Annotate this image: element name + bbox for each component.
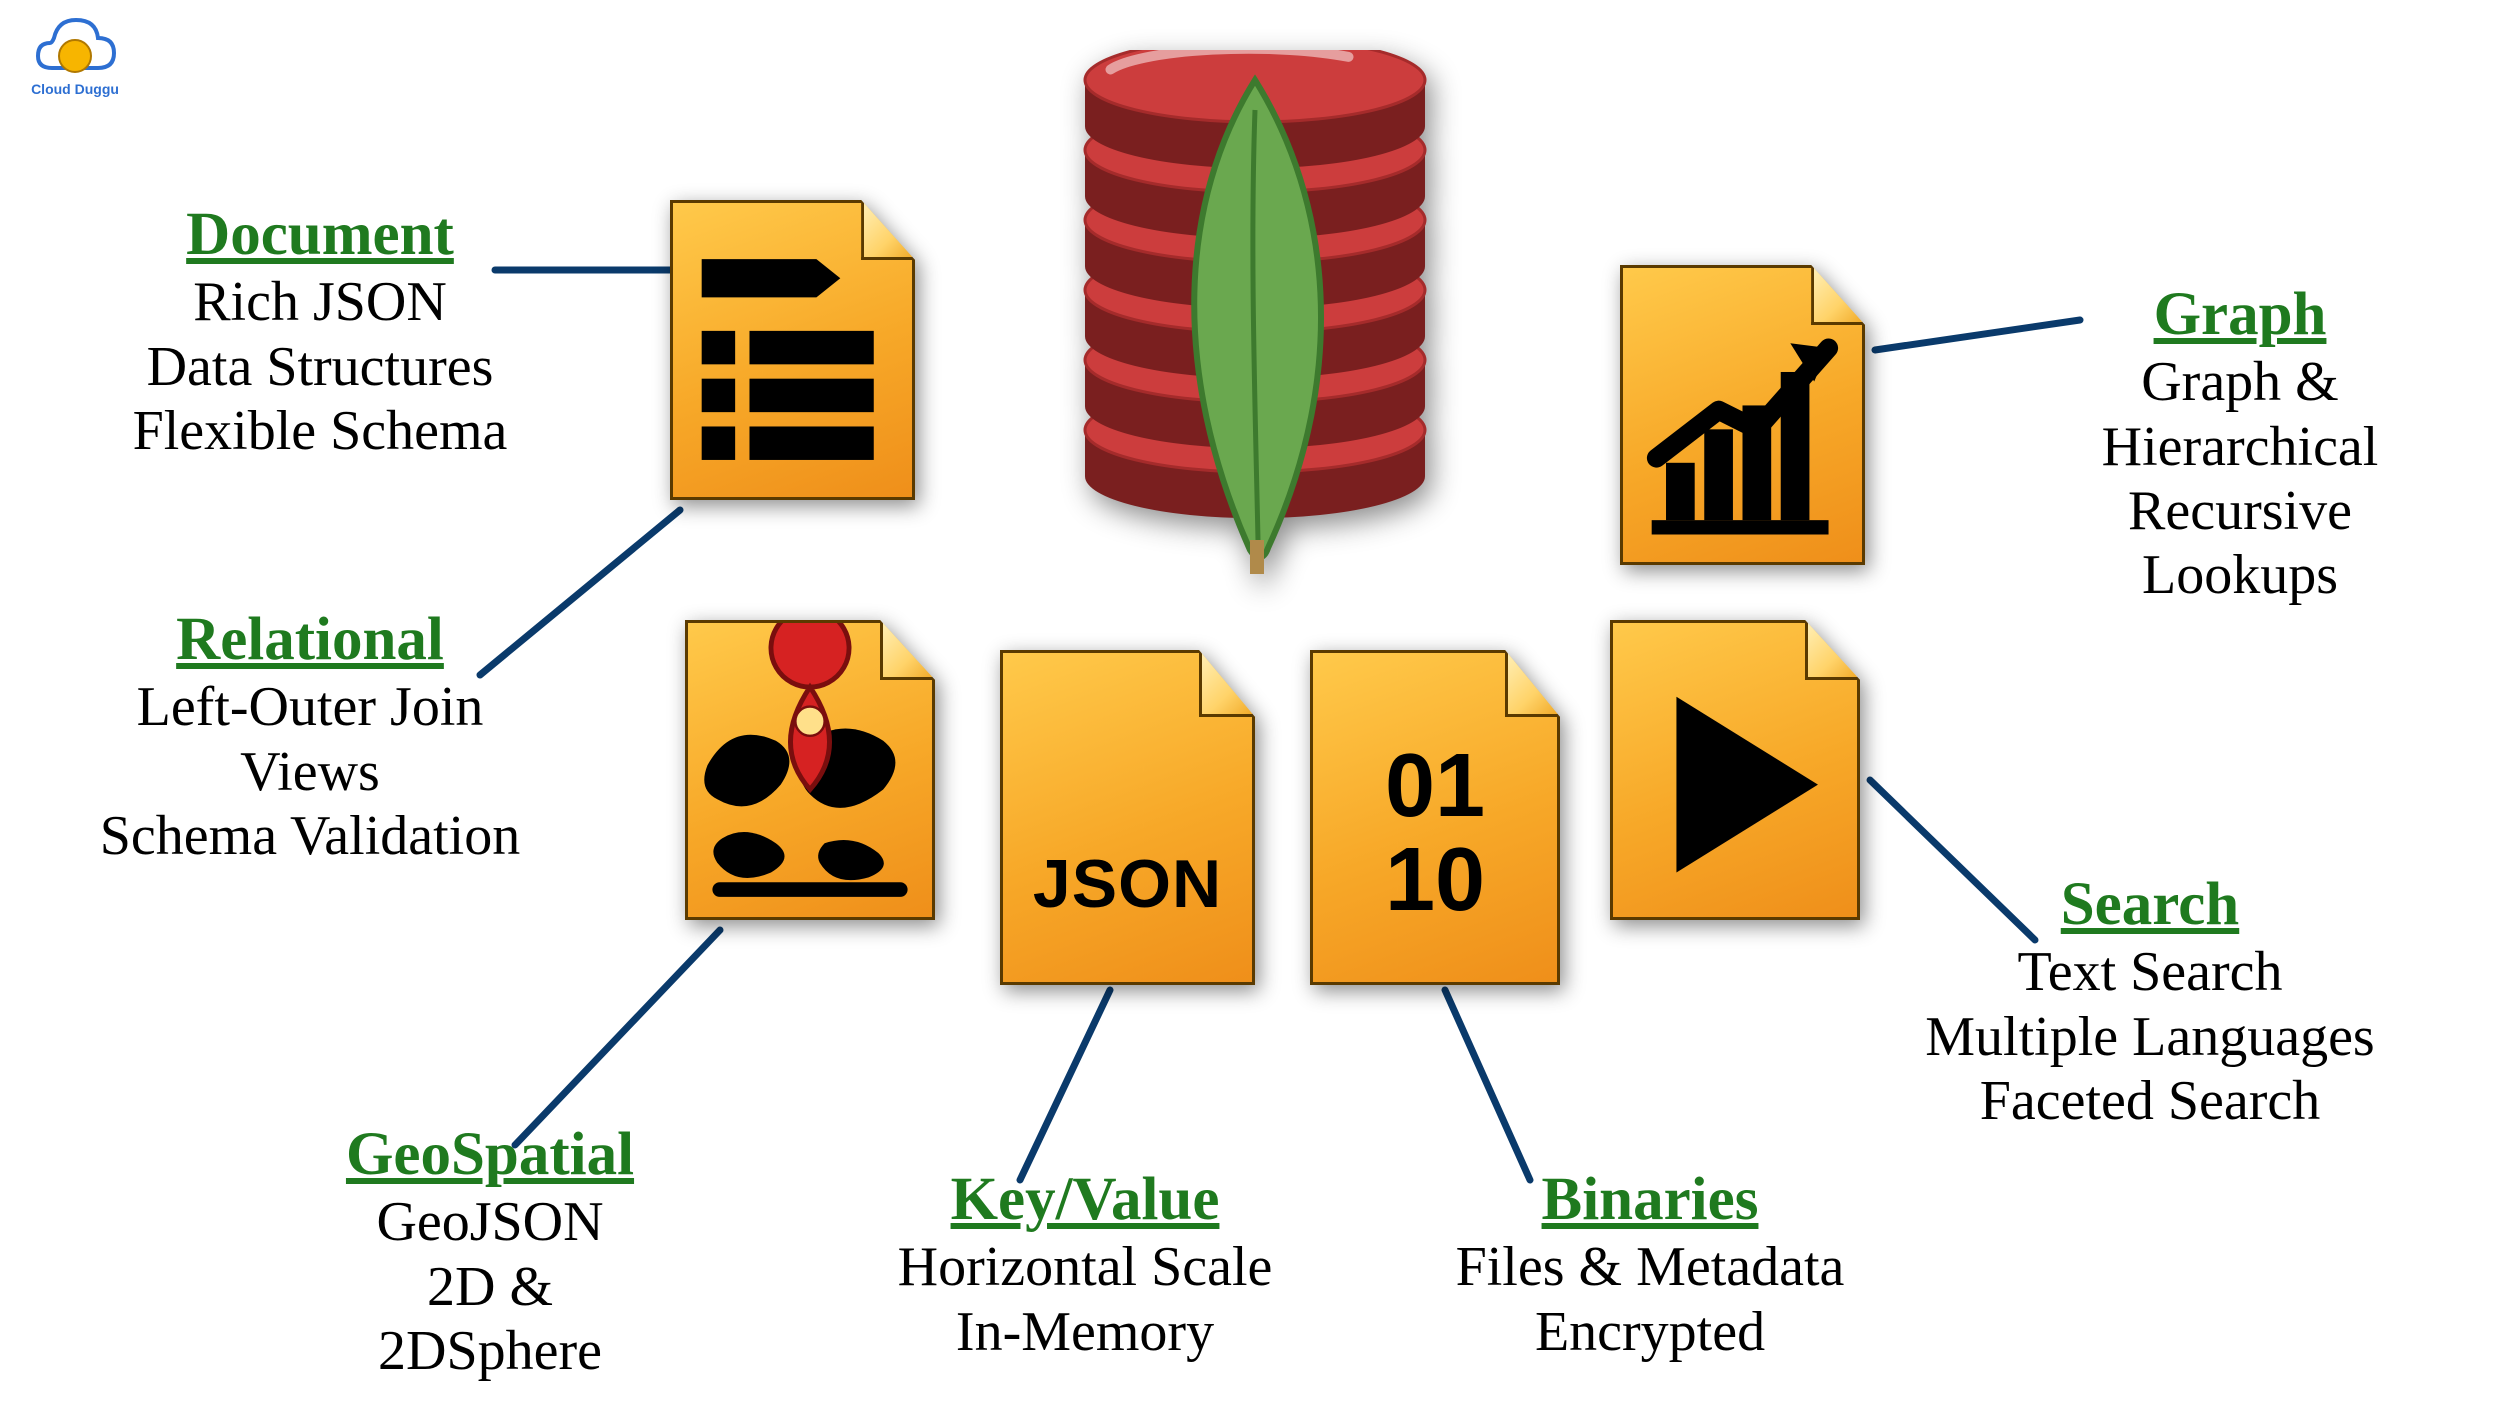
binaries-lines: Files & Metadata Encrypted	[1380, 1235, 1920, 1364]
category-document: Document Rich JSON Data Structures Flexi…	[40, 200, 600, 463]
keyvalue-title: Key/Value	[820, 1165, 1350, 1235]
geospatial-title: GeoSpatial	[280, 1120, 700, 1190]
category-geospatial: GeoSpatial GeoJSON 2D & 2DSphere	[280, 1120, 700, 1383]
category-graph: Graph Graph & Hierarchical Recursive Loo…	[2010, 280, 2470, 608]
logo-text: Cloud Duggu	[31, 81, 119, 97]
keyvalue-lines: Horizontal Scale In-Memory	[820, 1235, 1350, 1364]
graph-lines: Graph & Hierarchical Recursive Lookups	[2010, 350, 2470, 608]
brand-logo: Cloud Duggu	[20, 8, 130, 98]
document-title: Document	[40, 200, 600, 270]
file-icon-chart	[1620, 265, 1865, 565]
graph-title: Graph	[2010, 280, 2470, 350]
category-keyvalue: Key/Value Horizontal Scale In-Memory	[820, 1165, 1350, 1364]
relational-title: Relational	[5, 605, 615, 675]
file-icon-play	[1610, 620, 1860, 920]
file-icon-binary: 0110	[1310, 650, 1560, 985]
file-icon-document	[670, 200, 915, 500]
geospatial-lines: GeoJSON 2D & 2DSphere	[280, 1190, 700, 1383]
relational-lines: Left-Outer Join Views Schema Validation	[5, 675, 615, 868]
document-lines: Rich JSON Data Structures Flexible Schem…	[40, 270, 600, 463]
category-binaries: Binaries Files & Metadata Encrypted	[1380, 1165, 1920, 1364]
category-relational: Relational Left-Outer Join Views Schema …	[5, 605, 615, 868]
file-icon-json: JSON	[1000, 650, 1255, 985]
central-database-icon	[1050, 50, 1460, 580]
file-icon-geospatial	[685, 620, 935, 920]
category-search: Search Text Search Multiple Languages Fa…	[1840, 870, 2460, 1133]
binaries-title: Binaries	[1380, 1165, 1920, 1235]
search-title: Search	[1840, 870, 2460, 940]
search-lines: Text Search Multiple Languages Faceted S…	[1840, 940, 2460, 1133]
